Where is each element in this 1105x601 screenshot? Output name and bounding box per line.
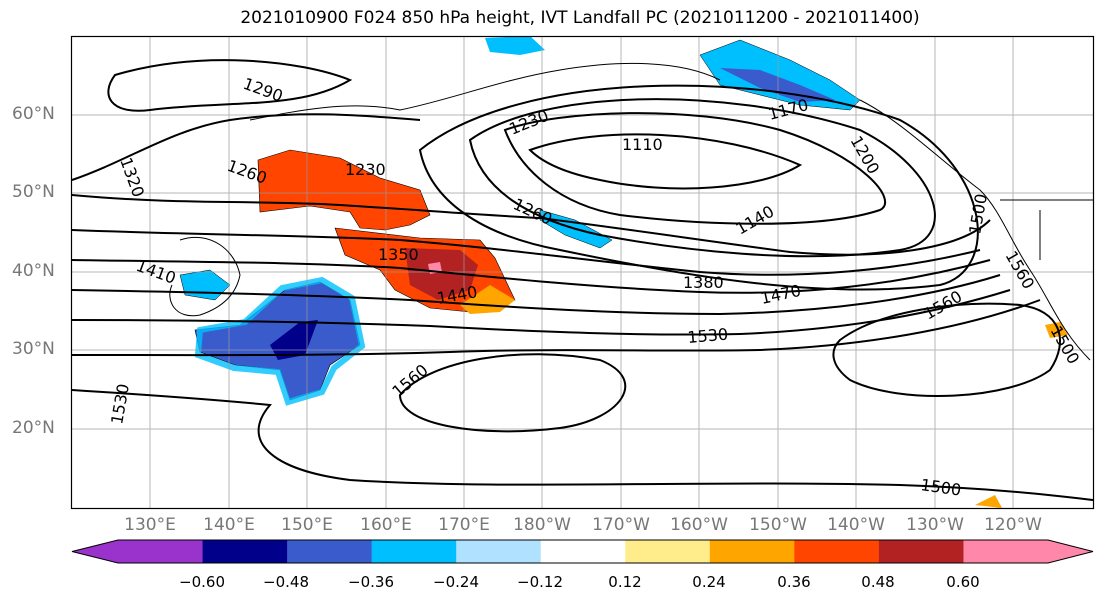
lon-label: 160°E	[360, 515, 412, 535]
colorbar-extend-low	[72, 540, 118, 563]
contour-label: 1170	[766, 95, 810, 124]
contour-label: 1500	[1047, 323, 1084, 368]
contour-label: 1500	[919, 475, 962, 499]
negative-anomaly-north	[485, 36, 545, 55]
contour-label: 1350	[378, 245, 419, 264]
lon-label: 150°E	[281, 515, 333, 535]
contour-label: 1260	[510, 194, 555, 228]
lat-label: 30°N	[12, 339, 55, 359]
contour-label: 1560	[1002, 248, 1039, 293]
lat-label: 20°N	[12, 418, 55, 438]
contour-label: 1290	[241, 74, 286, 106]
colorbar-tick: 0.12	[608, 573, 642, 591]
colorbar-swatch	[371, 540, 457, 563]
lon-label: 140°E	[203, 515, 255, 535]
lon-label: 140°W	[827, 515, 885, 535]
colorbar-extend-high	[1048, 540, 1093, 563]
lat-label: 40°N	[12, 261, 55, 281]
negative-anomaly-alaska	[699, 39, 861, 111]
positive-anomaly-field-west	[257, 149, 431, 231]
lon-label: 180°W	[513, 515, 571, 535]
colorbar-tick: 0.36	[777, 573, 811, 591]
colorbar-swatch	[794, 540, 880, 563]
orange-fringe-coast	[1045, 322, 1068, 338]
colorbar-swatch	[709, 540, 795, 563]
colorbar-swatch	[625, 540, 711, 563]
colorbar-swatch	[456, 540, 542, 563]
colorbar-swatch	[963, 540, 1049, 563]
contour-label: 1530	[687, 325, 729, 347]
contour-label: 1530	[107, 382, 133, 425]
colorbar-swatch	[540, 540, 626, 563]
contour-label: 1110	[622, 135, 663, 154]
graticule	[72, 36, 1093, 508]
contour-label: 1380	[683, 273, 724, 292]
lon-label: 170°W	[592, 515, 650, 535]
colorbar-swatch	[118, 540, 204, 563]
contour-label: 1140	[733, 202, 778, 239]
lon-label: 120°W	[984, 515, 1042, 535]
lon-label: 130°E	[124, 515, 176, 535]
colorbar-swatch	[878, 540, 964, 563]
height-contours	[71, 59, 1094, 501]
colorbar-tick: −0.24	[433, 573, 479, 591]
colorbar-tick: 0.48	[861, 573, 895, 591]
lon-label: 130°W	[906, 515, 964, 535]
map-frame	[70, 35, 1095, 510]
colorbar-swatch	[202, 540, 288, 563]
positive-anomaly-core	[405, 248, 478, 300]
lon-label: 170°E	[438, 515, 490, 535]
lat-label: 60°N	[12, 104, 55, 124]
contour-label: 1560	[388, 360, 431, 401]
colorbar-tick: −0.12	[517, 573, 563, 591]
colorbar-tick: −0.48	[263, 573, 309, 591]
contour-label: 1230	[345, 160, 386, 179]
colorbar-tick: −0.60	[179, 573, 225, 591]
orange-fringe-se	[975, 495, 1002, 508]
colorbar-tick: 0.24	[692, 573, 726, 591]
negative-anomaly-fringe-japan	[194, 276, 366, 406]
colorbar-tick: 0.60	[946, 573, 980, 591]
coastlines	[169, 62, 1093, 361]
negative-anomaly-small-west	[179, 269, 231, 301]
contour-label: 1230	[506, 106, 551, 139]
lat-label: 50°N	[12, 182, 55, 202]
colorbar-tick: −0.36	[348, 573, 394, 591]
lon-label: 150°W	[749, 515, 807, 535]
lon-label: 160°W	[670, 515, 728, 535]
colorbar	[71, 539, 1094, 564]
colorbar-outline	[71, 539, 1094, 564]
colorbar-swatch	[287, 540, 373, 563]
contour-label: 1560	[921, 287, 966, 324]
map-title: 2021010900 F024 850 hPa height, IVT Land…	[240, 8, 920, 28]
contour-label: 1500	[965, 192, 991, 235]
